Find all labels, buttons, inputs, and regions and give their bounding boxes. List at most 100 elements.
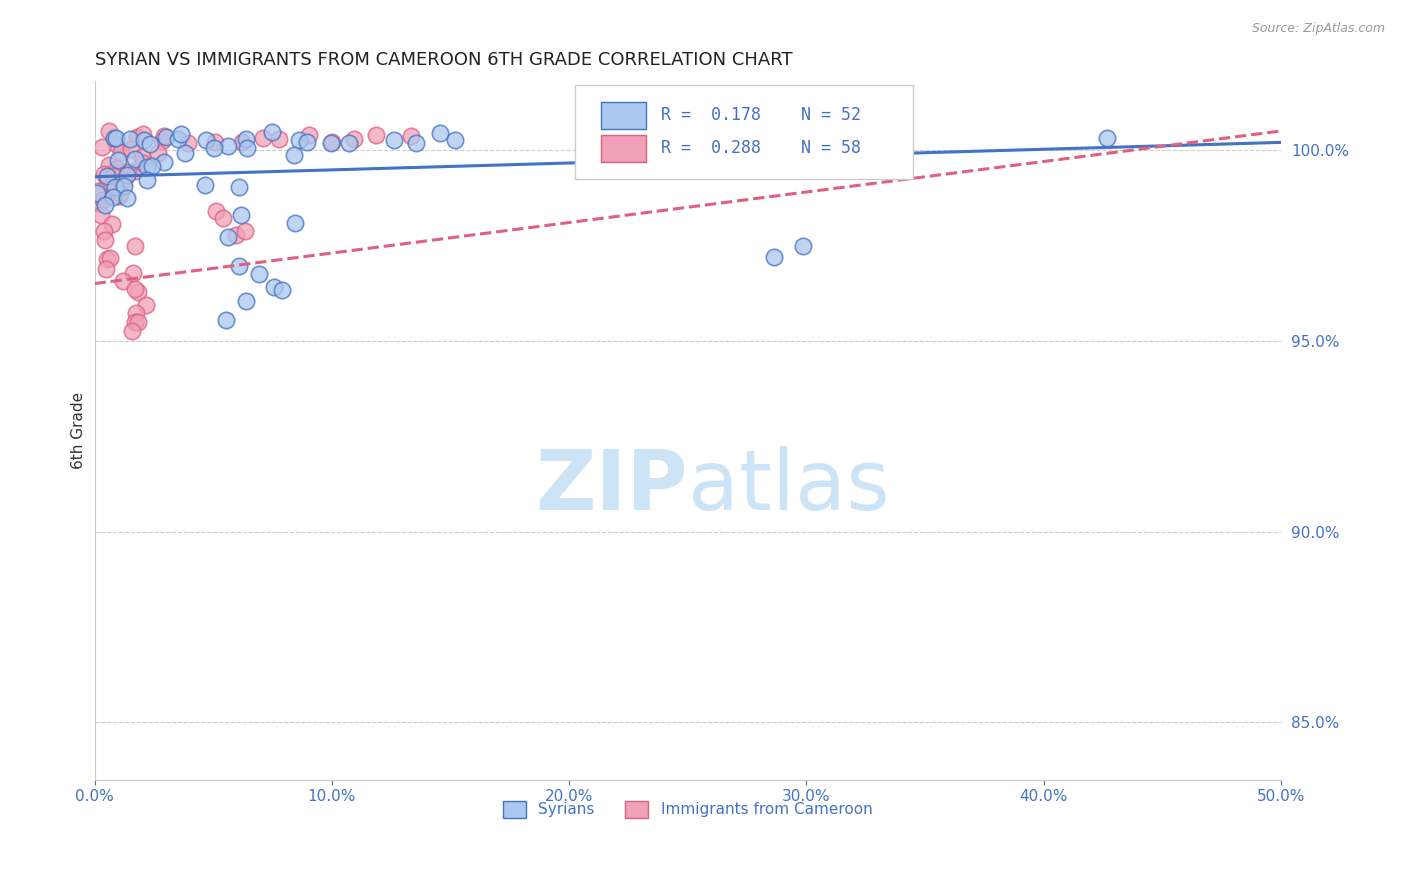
Point bbox=[132, 128, 155, 142]
Point bbox=[342, 132, 364, 146]
Point bbox=[86, 186, 108, 201]
Point bbox=[132, 133, 155, 147]
Point bbox=[87, 184, 110, 198]
Point bbox=[215, 312, 238, 326]
Point bbox=[97, 124, 120, 138]
Point bbox=[135, 298, 157, 312]
Point bbox=[124, 315, 146, 329]
Point bbox=[155, 129, 177, 144]
Point bbox=[366, 128, 388, 142]
Point bbox=[93, 167, 115, 181]
Point bbox=[228, 259, 250, 273]
Point bbox=[115, 168, 138, 182]
Point bbox=[260, 125, 283, 139]
Point bbox=[105, 130, 128, 145]
Point bbox=[96, 252, 118, 266]
Point bbox=[94, 197, 117, 211]
Point bbox=[217, 229, 239, 244]
Point bbox=[337, 136, 360, 150]
Point bbox=[252, 131, 274, 145]
Point bbox=[146, 146, 169, 161]
Point bbox=[115, 190, 138, 204]
Point bbox=[124, 163, 146, 178]
Text: R =  0.288    N = 58: R = 0.288 N = 58 bbox=[661, 139, 860, 157]
Point bbox=[263, 280, 285, 294]
Point bbox=[105, 161, 128, 176]
Point bbox=[98, 251, 121, 265]
Text: SYRIAN VS IMMIGRANTS FROM CAMEROON 6TH GRADE CORRELATION CHART: SYRIAN VS IMMIGRANTS FROM CAMEROON 6TH G… bbox=[94, 51, 792, 69]
Point bbox=[249, 267, 271, 281]
Point bbox=[319, 136, 342, 150]
Point bbox=[229, 208, 252, 222]
Text: R =  0.178    N = 52: R = 0.178 N = 52 bbox=[661, 106, 860, 124]
Point bbox=[233, 224, 256, 238]
FancyBboxPatch shape bbox=[575, 85, 914, 179]
Point bbox=[267, 132, 290, 146]
Point bbox=[127, 285, 149, 300]
Point bbox=[125, 305, 148, 319]
Point bbox=[103, 131, 125, 145]
Point bbox=[120, 132, 142, 146]
Point bbox=[108, 165, 131, 179]
Point bbox=[166, 132, 188, 146]
Point bbox=[204, 135, 226, 149]
Point bbox=[124, 152, 146, 166]
Point bbox=[405, 136, 427, 150]
Point bbox=[287, 133, 309, 147]
Point bbox=[90, 208, 112, 222]
Point bbox=[271, 283, 294, 297]
Point bbox=[114, 179, 136, 194]
Y-axis label: 6th Grade: 6th Grade bbox=[72, 392, 86, 469]
Point bbox=[298, 128, 321, 142]
Point bbox=[103, 169, 125, 184]
Point bbox=[841, 136, 863, 151]
Point bbox=[122, 266, 145, 280]
Point bbox=[141, 159, 163, 173]
Point bbox=[112, 173, 135, 187]
Point bbox=[211, 211, 233, 225]
Point bbox=[202, 141, 225, 155]
Point bbox=[153, 155, 176, 169]
Point bbox=[170, 127, 193, 141]
Point bbox=[97, 158, 120, 172]
Point bbox=[231, 135, 253, 149]
Point bbox=[295, 135, 318, 149]
Point bbox=[103, 190, 125, 204]
Point bbox=[283, 147, 305, 161]
Point bbox=[96, 169, 118, 183]
Text: Source: ZipAtlas.com: Source: ZipAtlas.com bbox=[1251, 22, 1385, 36]
Point bbox=[132, 155, 155, 169]
Point bbox=[763, 251, 786, 265]
Point bbox=[204, 203, 226, 218]
Point bbox=[150, 134, 173, 148]
Point bbox=[110, 145, 132, 159]
Point bbox=[177, 136, 200, 150]
Point bbox=[108, 186, 131, 201]
Point bbox=[284, 216, 307, 230]
Point bbox=[321, 135, 343, 149]
Point bbox=[382, 133, 405, 147]
Point bbox=[139, 136, 162, 151]
Point bbox=[94, 261, 117, 276]
Bar bbox=[602, 135, 647, 161]
Point bbox=[94, 234, 117, 248]
Point bbox=[91, 140, 114, 154]
Point bbox=[127, 316, 149, 330]
Legend: Syrians, Immigrants from Cameroon: Syrians, Immigrants from Cameroon bbox=[498, 795, 879, 824]
Point bbox=[792, 238, 814, 252]
Point bbox=[124, 239, 146, 253]
Point bbox=[235, 294, 257, 309]
Point bbox=[124, 282, 146, 296]
Point bbox=[120, 142, 142, 156]
Point bbox=[194, 178, 217, 193]
Point bbox=[444, 133, 467, 147]
Point bbox=[125, 129, 148, 144]
Point bbox=[225, 228, 247, 243]
Point bbox=[107, 153, 129, 168]
Point bbox=[236, 141, 259, 155]
Text: ZIP: ZIP bbox=[536, 446, 688, 527]
Point bbox=[401, 129, 423, 144]
Point bbox=[96, 177, 118, 191]
Point bbox=[121, 324, 143, 338]
Text: atlas: atlas bbox=[688, 446, 890, 527]
